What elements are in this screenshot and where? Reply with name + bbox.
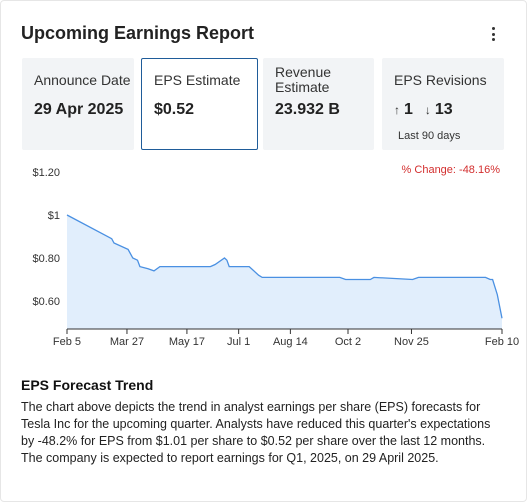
tile-label: Announce Date bbox=[34, 72, 131, 88]
y-tick-label: $1.20 bbox=[32, 167, 60, 179]
tile-eps-estimate[interactable]: EPS Estimate $0.52 bbox=[141, 58, 258, 150]
eps-chart: $1.20 $1 $0.80 $0.60 Feb 5 Mar 27 May 17 Jul 1… bbox=[32, 167, 519, 348]
series-area bbox=[67, 215, 502, 329]
y-tick-label: $0.60 bbox=[32, 296, 60, 308]
revisions-row: ↑ 1 ↓ 13 bbox=[394, 101, 453, 119]
x-tick-label: Mar 27 bbox=[110, 336, 144, 348]
tile-value: $0.52 bbox=[154, 101, 195, 118]
description-body: The chart above depicts the trend in ana… bbox=[21, 400, 491, 465]
arrow-up-icon: ↑ bbox=[394, 103, 400, 117]
series-line bbox=[66, 214, 503, 319]
tile-label: EPS Estimate bbox=[154, 72, 241, 88]
tile-value: 29 Apr 2025 bbox=[34, 101, 124, 118]
x-tick-label: May 17 bbox=[169, 336, 205, 348]
tile-label: EPS Revisions bbox=[394, 72, 487, 88]
tile-revenue-estimate[interactable]: Revenue Estimate 23.932 B bbox=[263, 58, 374, 150]
description-title: EPS Forecast Trend bbox=[21, 377, 154, 393]
revisions-down: 13 bbox=[434, 101, 453, 118]
tile-announce-date[interactable]: Announce Date 29 Apr 2025 bbox=[22, 58, 134, 150]
arrow-down-icon: ↓ bbox=[424, 103, 431, 117]
y-tick-label: $1 bbox=[48, 210, 60, 222]
x-tick-label: Oct 2 bbox=[335, 336, 361, 348]
x-tick-label: Feb 5 bbox=[53, 336, 81, 348]
tile-value: 23.932 B bbox=[275, 101, 340, 118]
revisions-period: Last 90 days bbox=[398, 130, 461, 142]
x-tick-label: Feb 10 bbox=[485, 336, 519, 348]
x-tick-label: Jul 1 bbox=[227, 336, 250, 348]
x-tick-label: Aug 14 bbox=[273, 336, 308, 348]
revisions-up: 1 bbox=[404, 101, 413, 118]
x-tick-label: Nov 25 bbox=[394, 336, 429, 348]
more-vertical-icon[interactable] bbox=[485, 25, 501, 43]
percent-change: % Change: -48.16% bbox=[401, 164, 500, 176]
tile-eps-revisions[interactable]: EPS Revisions ↑ 1 ↓ 13 Last 90 days bbox=[382, 58, 504, 150]
card-title: Upcoming Earnings Report bbox=[21, 23, 255, 43]
y-tick-label: $0.80 bbox=[32, 253, 60, 265]
tile-label: Revenue Estimate bbox=[275, 64, 332, 95]
